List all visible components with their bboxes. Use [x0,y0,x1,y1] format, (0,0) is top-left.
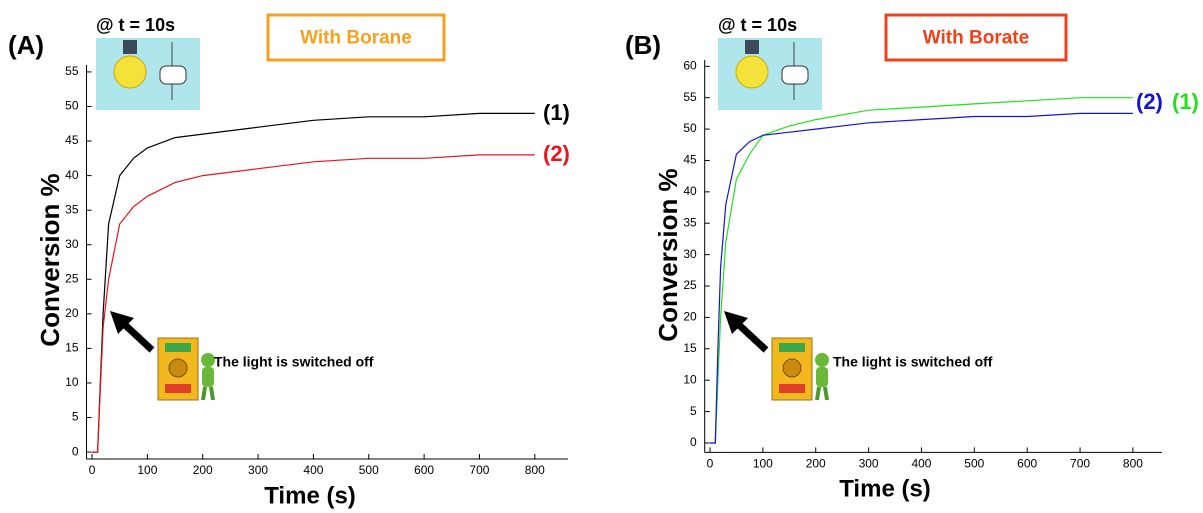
y-tick-label: 30 [683,247,697,261]
y-tick-label: 60 [683,58,697,72]
x-tick-label: 600 [414,463,434,477]
x-tick-label: 200 [193,463,213,477]
series-line [92,154,535,453]
y-tick-label: 5 [72,410,79,424]
y-tick-label: 0 [72,444,79,458]
x-tick-label: 400 [911,457,931,471]
x-axis-title: Time (s) [839,475,931,502]
y-tick-label: 25 [683,278,697,292]
x-tick-label: 0 [707,457,714,471]
x-tick-label: 800 [525,463,545,477]
y-axis-title: Conversion % [35,173,65,346]
y-tick-label: 40 [683,184,697,198]
y-tick-label: 55 [683,90,697,104]
series-label: (2) [1136,89,1163,114]
subtitle-box [266,13,446,62]
series-label: (1) [1172,89,1199,114]
panel-label: (A) [8,30,44,60]
y-tick-label: 15 [65,341,79,355]
panel-label: (B) [625,30,661,60]
x-axis-title: Time (s) [264,482,356,509]
x-tick-label: 800 [1123,457,1143,471]
series-line [710,97,1133,444]
x-tick-label: 500 [964,457,984,471]
x-tick-label: 400 [303,463,323,477]
x-tick-label: 300 [248,463,268,477]
x-tick-label: 600 [1017,457,1037,471]
y-tick-label: 40 [65,168,79,182]
switch-icon [157,337,215,401]
y-tick-label: 25 [65,271,79,285]
y-tick-label: 45 [65,133,79,147]
y-tick-label: 10 [65,375,79,389]
y-tick-label: 15 [683,341,697,355]
annotation: The light is switched off [214,354,374,370]
subtitle-box [884,13,1068,62]
x-tick-label: 100 [753,457,773,471]
series-label: (1) [543,100,570,125]
condition-label: @ t = 10s [96,15,175,35]
y-tick-label: 50 [65,99,79,113]
x-tick-label: 500 [359,463,379,477]
y-tick-label: 5 [690,404,697,418]
y-tick-label: 20 [683,310,697,324]
x-tick-label: 0 [89,463,96,477]
lamp-icon [718,38,822,110]
x-tick-label: 200 [806,457,826,471]
y-tick-label: 50 [683,121,697,135]
series-label: (2) [543,141,570,166]
x-tick-label: 100 [137,463,157,477]
y-tick-label: 35 [65,202,79,216]
y-tick-label: 45 [683,153,697,167]
y-tick-label: 35 [683,215,697,229]
series-line [92,112,535,453]
annotation: The light is switched off [833,354,993,370]
subtitle: With Borate [923,28,1029,49]
y-axis-title: Conversion % [653,168,683,341]
x-tick-label: 300 [859,457,879,471]
subtitle: With Borane [300,28,412,49]
y-tick-label: 0 [690,435,697,449]
condition-label: @ t = 10s [718,15,797,35]
y-tick-label: 55 [65,64,79,78]
y-tick-label: 30 [65,237,79,251]
arrow [110,311,155,353]
x-tick-label: 700 [469,463,489,477]
x-tick-label: 700 [1070,457,1090,471]
y-tick-label: 10 [683,372,697,386]
lamp-icon [96,38,200,110]
arrow [724,311,769,353]
switch-icon [771,337,829,401]
y-tick-label: 20 [65,306,79,320]
series-line [710,112,1133,444]
